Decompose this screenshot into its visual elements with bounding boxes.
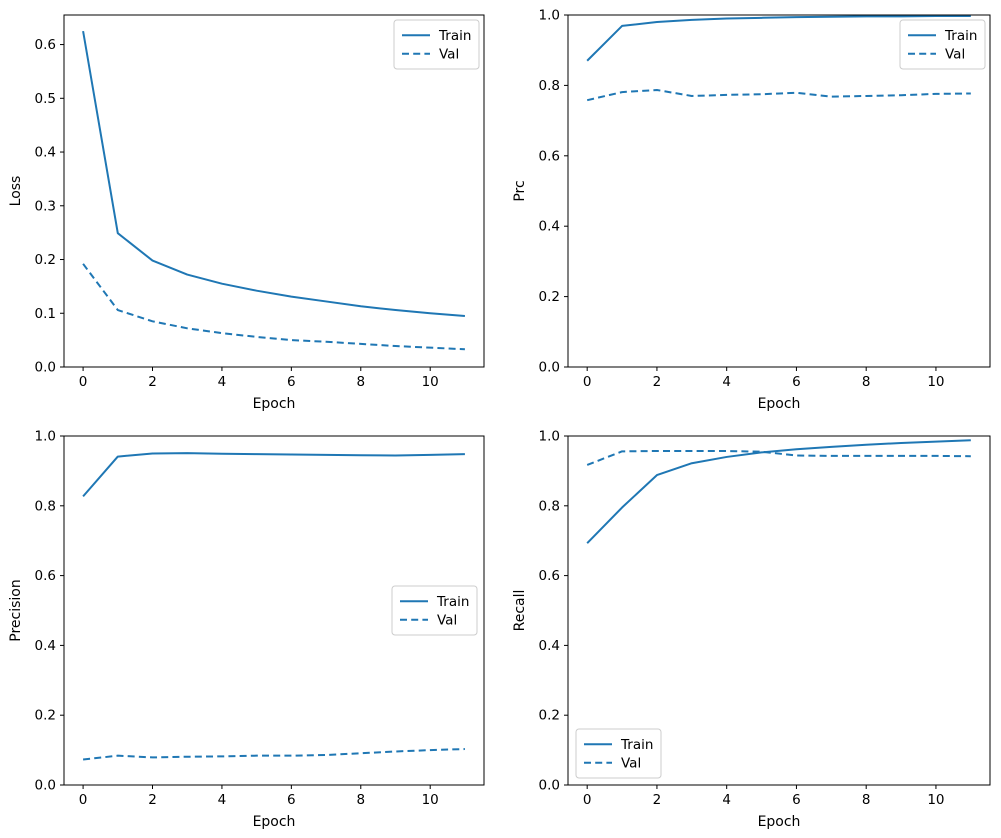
legend-box	[899, 19, 986, 70]
x-axis-label: Epoch	[758, 396, 801, 412]
x-tick-label: 4	[218, 374, 227, 390]
y-tick-label: 1.0	[35, 429, 56, 445]
y-tick-label: 0.6	[539, 568, 560, 584]
x-tick-label: 10	[422, 792, 439, 808]
y-axis-label: Prc	[512, 180, 528, 201]
legend-val-label: Val	[621, 755, 641, 771]
y-tick-label: 0.0	[539, 778, 560, 794]
axes-frame	[567, 435, 991, 786]
prc-chart: 0 2 4 6 8 10 0.0 0.2 0.4 0.6 0.8 1.0 Epoch Prc Train Va…	[512, 8, 991, 412]
y-tick-label: 0.5	[35, 91, 56, 107]
legend-val-label: Val	[439, 46, 459, 62]
legend-train-label: Train	[436, 594, 469, 610]
x-tick-label: 10	[422, 374, 439, 390]
y-axis-label: Recall	[512, 590, 528, 632]
x-tick-label: 4	[218, 792, 227, 808]
val-line	[586, 88, 971, 102]
train-line	[82, 30, 465, 317]
y-tick-label: 0.0	[539, 360, 560, 376]
y-tick-label: 0.6	[35, 568, 56, 584]
loss-chart: 0 2 4 6 8 10 0.0 0.1 0.2 0.3 0.4 0.5 0.6 Epoch Loss Tra…	[8, 14, 485, 412]
y-tick-label: 0.6	[539, 148, 560, 164]
x-tick-label: 8	[862, 792, 871, 808]
x-tick-label: 2	[148, 792, 157, 808]
y-tick-label: 0.1	[35, 306, 56, 322]
axes-frame	[63, 14, 485, 368]
x-axis-label: Epoch	[253, 814, 296, 830]
y-axis-label: Precision	[8, 579, 24, 641]
y-tick-label: 0.6	[35, 37, 56, 53]
x-tick-label: 10	[927, 792, 944, 808]
x-tick-label: 8	[862, 374, 871, 390]
legend: Train Val	[391, 585, 478, 636]
axes-frame	[567, 14, 991, 368]
y-tick-label: 0.3	[35, 198, 56, 214]
y-tick-label: 0.8	[539, 78, 560, 94]
x-tick-label: 6	[287, 374, 296, 390]
val-line	[82, 748, 465, 761]
y-tick-label: 0.4	[35, 638, 56, 654]
x-tick-label: 4	[722, 792, 731, 808]
x-tick-label: 0	[79, 374, 88, 390]
recall-chart: 0 2 4 6 8 10 0.0 0.2 0.4 0.6 0.8 1.0 Epoch Recall Trai…	[512, 429, 991, 830]
x-tick-label: 0	[583, 374, 592, 390]
x-tick-label: 2	[148, 374, 157, 390]
x-tick-label: 8	[356, 792, 365, 808]
y-tick-label: 0.0	[35, 360, 56, 376]
y-tick-label: 0.2	[539, 289, 560, 305]
x-tick-label: 0	[583, 792, 592, 808]
x-tick-label: 8	[356, 374, 365, 390]
train-line	[586, 439, 971, 544]
x-tick-label: 10	[927, 374, 944, 390]
x-tick-label: 6	[792, 792, 801, 808]
train-line	[82, 452, 465, 498]
x-axis-label: Epoch	[253, 396, 296, 412]
legend-val-label: Val	[437, 612, 457, 628]
legend: Train Val	[393, 19, 480, 70]
legend-val-label: Val	[945, 46, 965, 62]
y-tick-label: 0.4	[35, 145, 56, 161]
y-tick-label: 1.0	[539, 429, 560, 445]
legend-box	[393, 19, 480, 70]
legend-box	[575, 728, 662, 779]
x-tick-label: 6	[792, 374, 801, 390]
y-tick-label: 1.0	[539, 8, 560, 24]
legend-train-label: Train	[620, 737, 653, 753]
x-tick-label: 6	[287, 792, 296, 808]
y-tick-label: 0.4	[539, 219, 560, 235]
x-tick-label: 2	[653, 374, 662, 390]
precision-chart: 0 2 4 6 8 10 0.0 0.2 0.4 0.6 0.8 1.0 Epoch Precision T…	[8, 429, 485, 830]
y-tick-label: 0.2	[35, 708, 56, 724]
x-axis-label: Epoch	[758, 814, 801, 830]
legend: Train Val	[575, 728, 662, 779]
legend-train-label: Train	[944, 28, 977, 44]
y-tick-label: 0.8	[35, 498, 56, 514]
legend: Train Val	[899, 19, 986, 70]
x-tick-label: 0	[79, 792, 88, 808]
legend-train-label: Train	[438, 28, 471, 44]
y-tick-label: 0.2	[539, 708, 560, 724]
x-tick-label: 4	[722, 374, 731, 390]
y-axis-label: Loss	[8, 176, 24, 207]
axes-frame	[63, 435, 485, 786]
y-tick-label: 0.2	[35, 252, 56, 268]
y-tick-label: 0.4	[539, 638, 560, 654]
legend-box	[391, 585, 478, 636]
x-tick-label: 2	[653, 792, 662, 808]
val-line	[586, 450, 971, 466]
val-line	[82, 263, 465, 351]
y-tick-label: 0.8	[539, 498, 560, 514]
train-line	[586, 15, 971, 62]
y-tick-label: 0.0	[35, 778, 56, 794]
